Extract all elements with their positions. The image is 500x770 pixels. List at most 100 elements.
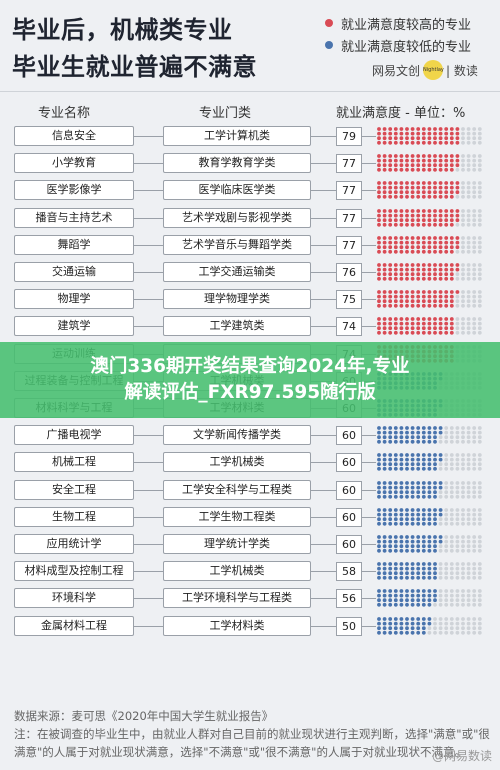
- dot-empty: [477, 290, 482, 295]
- dot-filled: [382, 467, 387, 472]
- dot-empty: [472, 235, 477, 240]
- dot-filled: [416, 249, 421, 254]
- dot-filled: [455, 140, 460, 145]
- dot-empty: [477, 317, 482, 322]
- dot-filled: [382, 294, 387, 299]
- dot-filled: [377, 453, 381, 458]
- dot-filled: [399, 539, 404, 544]
- dot-empty: [472, 630, 477, 635]
- dot-filled: [382, 168, 387, 172]
- dot-empty: [477, 566, 482, 571]
- dot-filled: [427, 517, 432, 521]
- dot-filled: [449, 317, 454, 322]
- dot-filled: [433, 494, 437, 499]
- dot-filled: [405, 625, 409, 630]
- dot-filled: [399, 190, 404, 195]
- dot-filled: [433, 290, 437, 295]
- dot-filled: [393, 331, 398, 336]
- category-label: 艺术学戏剧与影视学类: [163, 207, 311, 228]
- dot-filled: [421, 489, 426, 494]
- dot-filled: [410, 290, 415, 295]
- dot-empty: [472, 603, 477, 608]
- dot-filled: [416, 589, 421, 594]
- dot-empty: [461, 535, 465, 539]
- score-value: 60: [336, 507, 362, 527]
- dot-empty: [444, 625, 449, 630]
- dot-filled: [399, 630, 404, 635]
- score-value: 56: [336, 589, 362, 609]
- dot-filled: [405, 517, 409, 521]
- dot-filled: [388, 630, 393, 635]
- dot-filled: [427, 127, 432, 131]
- dot-filled: [388, 249, 393, 254]
- dot-filled: [410, 467, 415, 472]
- dot-filled: [427, 539, 432, 544]
- dot-filled: [399, 485, 404, 490]
- dot-empty: [461, 589, 465, 594]
- dot-filled: [438, 127, 443, 131]
- dot-filled: [399, 426, 404, 431]
- dot-empty: [461, 222, 465, 227]
- dot-filled: [449, 163, 454, 168]
- dot-empty: [477, 517, 482, 521]
- dot-empty: [455, 168, 460, 172]
- dot-filled: [388, 435, 393, 440]
- dot-filled: [433, 507, 437, 512]
- dot-filled: [382, 548, 387, 553]
- dot-filled: [399, 249, 404, 254]
- dot-empty: [466, 235, 471, 240]
- dot-filled: [377, 521, 381, 526]
- dot-empty: [466, 539, 471, 544]
- dot-empty: [472, 430, 477, 435]
- dot-filled: [433, 272, 437, 277]
- dot-filled: [421, 294, 426, 299]
- score-value: 74: [336, 317, 362, 337]
- dot-filled: [438, 276, 443, 281]
- dot-filled: [382, 154, 387, 159]
- dot-filled: [410, 571, 415, 576]
- dot-filled: [438, 240, 443, 245]
- connector-line: [134, 299, 163, 301]
- dot-filled: [377, 267, 381, 272]
- dot-filled: [405, 480, 409, 485]
- dot-filled: [405, 562, 409, 567]
- dot-empty: [455, 195, 460, 200]
- dot-filled: [388, 235, 393, 240]
- dot-empty: [449, 435, 454, 440]
- dot-empty: [444, 566, 449, 571]
- dot-filled: [393, 208, 398, 213]
- dot-empty: [455, 462, 460, 467]
- chart-row: 机械工程 工学机械类 60: [0, 452, 500, 473]
- dot-empty: [477, 507, 482, 512]
- dot-empty: [449, 571, 454, 576]
- dot-filled: [382, 331, 387, 336]
- dot-filled: [382, 276, 387, 281]
- dot-filled: [421, 154, 426, 159]
- score-value: 60: [336, 480, 362, 500]
- dot-filled: [427, 136, 432, 141]
- dot-empty: [472, 190, 477, 195]
- dot-filled: [388, 453, 393, 458]
- dot-filled: [455, 267, 460, 272]
- dot-empty: [472, 240, 477, 245]
- connector-line: [311, 598, 336, 600]
- dot-filled: [388, 489, 393, 494]
- dot-empty: [449, 440, 454, 444]
- dot-empty: [477, 489, 482, 494]
- dot-filled: [421, 594, 426, 598]
- dot-filled: [377, 630, 381, 635]
- dot-empty: [449, 630, 454, 635]
- dot-filled: [405, 322, 409, 326]
- dot-empty: [461, 163, 465, 168]
- dot-filled: [382, 213, 387, 218]
- dot-filled: [399, 489, 404, 494]
- dot-empty: [461, 158, 465, 163]
- dot-filled: [405, 435, 409, 440]
- dot-empty: [477, 168, 482, 172]
- dot-empty: [466, 127, 471, 131]
- dot-empty: [449, 535, 454, 539]
- dot-empty: [455, 566, 460, 571]
- dot-bar: [376, 153, 486, 172]
- dot-filled: [433, 594, 437, 598]
- dot-empty: [455, 435, 460, 440]
